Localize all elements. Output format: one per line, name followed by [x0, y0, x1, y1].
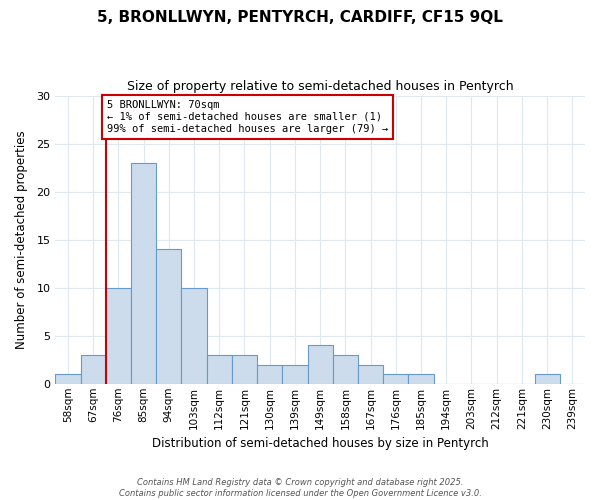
Bar: [358, 364, 383, 384]
Y-axis label: Number of semi-detached properties: Number of semi-detached properties: [15, 130, 28, 349]
Bar: [409, 374, 434, 384]
X-axis label: Distribution of semi-detached houses by size in Pentyrch: Distribution of semi-detached houses by …: [152, 437, 488, 450]
Text: 5 BRONLLWYN: 70sqm
← 1% of semi-detached houses are smaller (1)
99% of semi-deta: 5 BRONLLWYN: 70sqm ← 1% of semi-detached…: [107, 100, 388, 134]
Bar: [55, 374, 80, 384]
Bar: [106, 288, 131, 384]
Bar: [308, 346, 333, 384]
Text: 5, BRONLLWYN, PENTYRCH, CARDIFF, CF15 9QL: 5, BRONLLWYN, PENTYRCH, CARDIFF, CF15 9Q…: [97, 10, 503, 25]
Bar: [131, 163, 156, 384]
Bar: [232, 355, 257, 384]
Bar: [156, 250, 181, 384]
Title: Size of property relative to semi-detached houses in Pentyrch: Size of property relative to semi-detach…: [127, 80, 514, 93]
Bar: [206, 355, 232, 384]
Bar: [181, 288, 206, 384]
Bar: [283, 364, 308, 384]
Bar: [257, 364, 283, 384]
Text: Contains HM Land Registry data © Crown copyright and database right 2025.
Contai: Contains HM Land Registry data © Crown c…: [119, 478, 481, 498]
Bar: [535, 374, 560, 384]
Bar: [383, 374, 409, 384]
Bar: [80, 355, 106, 384]
Bar: [333, 355, 358, 384]
